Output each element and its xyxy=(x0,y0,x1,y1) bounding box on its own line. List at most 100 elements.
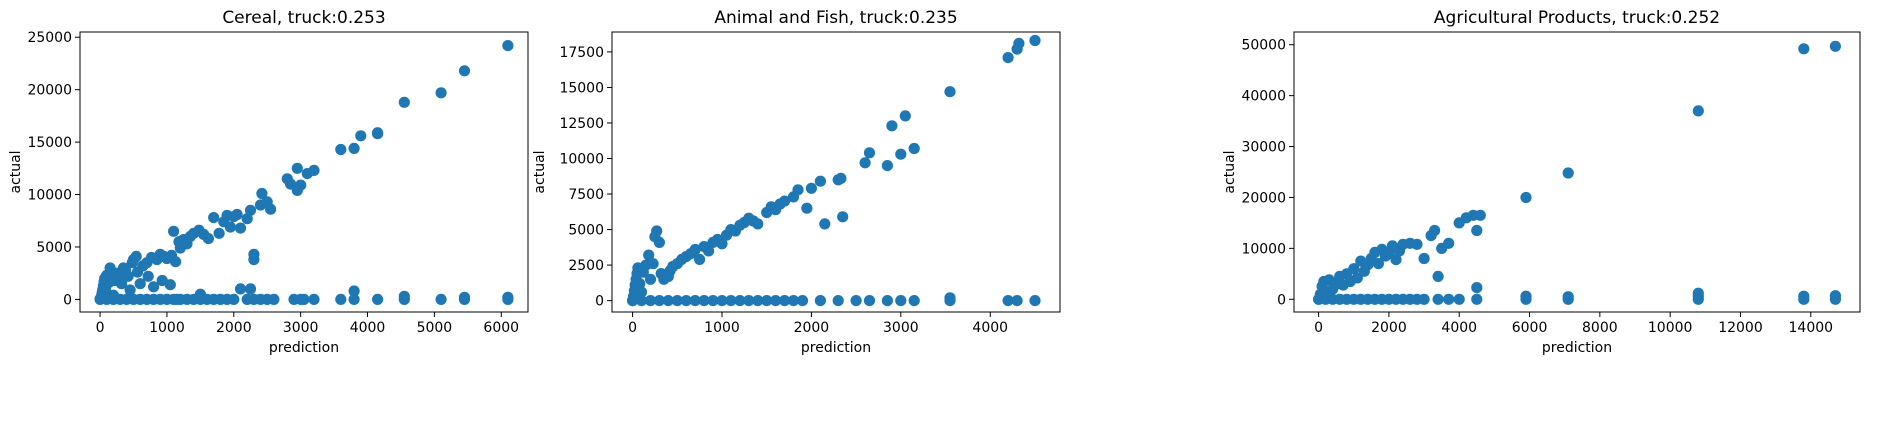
scatter-point xyxy=(689,243,701,256)
scatter-point xyxy=(224,221,236,233)
scatter-point xyxy=(779,195,791,207)
x-tick-label: 12000 xyxy=(1718,320,1763,336)
scatter-point xyxy=(805,182,818,194)
y-tick-label: 20000 xyxy=(1241,190,1286,206)
y-tick-label: 15000 xyxy=(27,135,72,151)
scatter-point xyxy=(372,127,384,139)
scatter-point xyxy=(228,293,240,305)
scatter-point xyxy=(134,278,146,290)
x-tick-label: 3000 xyxy=(283,320,319,336)
scatter-point xyxy=(348,142,360,154)
scatter-point xyxy=(348,293,360,305)
scatter-point xyxy=(1351,272,1363,284)
scatter-point xyxy=(716,238,728,250)
scatter-point xyxy=(859,157,871,169)
chart-title: Animal and Fish, truck:0.235 xyxy=(714,8,957,28)
scatter-point xyxy=(168,225,180,237)
x-tick-label: 2000 xyxy=(216,320,252,336)
scatter-point xyxy=(644,273,657,285)
scatter-point xyxy=(703,245,715,257)
scatter-point xyxy=(458,65,471,77)
scatter-point xyxy=(355,130,367,142)
scatter-point xyxy=(814,295,827,307)
scatter-point xyxy=(234,222,247,234)
y-tick-label: 25000 xyxy=(27,30,72,46)
scatter-point xyxy=(435,293,447,305)
scatter-point xyxy=(1798,43,1810,55)
x-tick-label: 8000 xyxy=(1582,320,1618,336)
scatter-point xyxy=(208,212,220,224)
x-tick-label: 6000 xyxy=(483,320,519,336)
y-tick-label: 2500 xyxy=(568,258,604,274)
y-tick-label: 10000 xyxy=(559,151,604,167)
x-tick-label: 0 xyxy=(628,320,637,336)
scatter-point xyxy=(142,270,154,282)
scatter-point xyxy=(662,295,674,307)
scatter-point xyxy=(148,281,160,293)
scatter-point xyxy=(1520,290,1532,302)
scatter-point xyxy=(796,295,809,307)
chart-panel-animal-and-fish: 0 1000 2000 3000 4000 0 2500 5000 7500 10000 12500… xyxy=(532,8,1061,356)
scatter-point xyxy=(689,295,701,307)
scatter-point xyxy=(124,284,136,296)
scatter-point xyxy=(1453,293,1465,305)
y-tick-label: 40000 xyxy=(1241,89,1286,105)
scatter-point xyxy=(241,213,253,225)
scatter-point xyxy=(899,110,911,122)
x-axis-label: prediction xyxy=(1542,340,1612,356)
scatter-point xyxy=(1471,282,1483,294)
scatter-point xyxy=(398,96,410,108)
scatter-point xyxy=(1011,295,1023,307)
scatter-point xyxy=(671,295,683,307)
chart-title: Cereal, truck:0.253 xyxy=(222,8,385,28)
scatter-point xyxy=(725,295,737,307)
scatter-point xyxy=(122,270,134,282)
scatter-point xyxy=(1429,224,1441,237)
scatter-point xyxy=(716,295,728,307)
scatter-point xyxy=(1443,293,1455,305)
y-tick-label: 50000 xyxy=(1241,38,1286,54)
scatter-point xyxy=(502,40,514,52)
y-tick-label: 20000 xyxy=(27,83,72,99)
scatter-point xyxy=(895,295,907,307)
x-tick-label: 5000 xyxy=(417,320,453,336)
scatter-point xyxy=(1471,293,1483,305)
scatter-point xyxy=(635,295,648,307)
scatter-point xyxy=(698,295,710,307)
y-tick-label: 12500 xyxy=(559,116,604,132)
scatter-point xyxy=(1432,293,1444,305)
chart-title: Agricultural Products, truck:0.252 xyxy=(1434,8,1720,28)
scatter-point xyxy=(792,184,804,196)
scatter-point xyxy=(1829,40,1841,52)
scatter-point xyxy=(256,187,268,200)
x-tick-label: 0 xyxy=(1314,320,1323,336)
scatter-point xyxy=(653,236,666,248)
scatter-point xyxy=(435,87,447,99)
scatter-point xyxy=(335,143,347,156)
scatter-point xyxy=(707,295,719,307)
scatter-point xyxy=(1002,295,1014,307)
x-tick-label: 2000 xyxy=(1371,320,1407,336)
scatter-point xyxy=(298,293,310,305)
axes-frame xyxy=(611,31,1061,313)
scatter-point xyxy=(1471,224,1483,237)
x-tick-label: 4000 xyxy=(972,320,1008,336)
scatter-point xyxy=(1418,252,1430,265)
scatter-point xyxy=(944,292,956,304)
scatter-points xyxy=(1313,40,1841,305)
scatter-point xyxy=(643,249,655,261)
scatter-point xyxy=(1418,293,1430,305)
scatter-point xyxy=(1348,263,1360,275)
scatter-point xyxy=(908,295,920,307)
y-tick-label: 5000 xyxy=(36,240,72,256)
scatter-point xyxy=(1562,167,1574,179)
y-tick-label: 0 xyxy=(1277,292,1286,308)
scatter-point xyxy=(1829,290,1841,302)
scatter-point xyxy=(502,291,514,303)
scatter-point xyxy=(881,295,894,307)
y-axis-label: actual xyxy=(1222,150,1238,193)
scatter-point xyxy=(886,120,898,132)
scatter-point xyxy=(231,208,243,221)
x-tick-label: 14000 xyxy=(1789,320,1834,336)
y-tick-label: 0 xyxy=(595,294,604,310)
